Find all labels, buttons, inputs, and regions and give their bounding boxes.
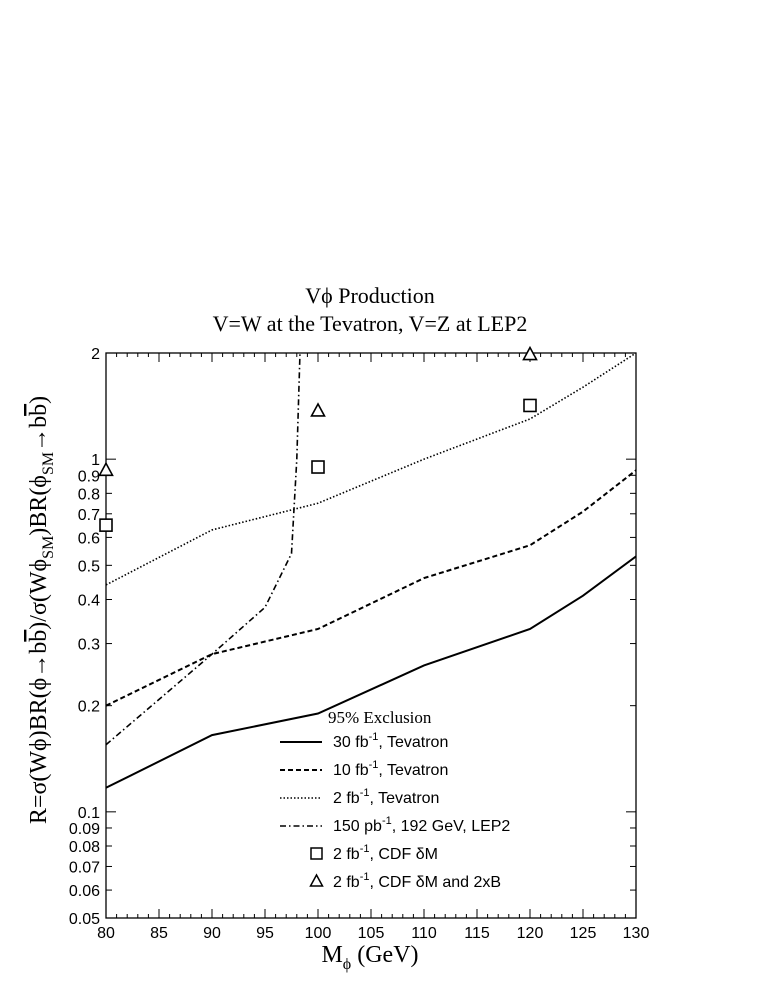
y-axis: 0.05 0.06 0.07 0.080.090.1 0.2 0.3 0.4 0.5 0.6 0.… — [69, 346, 636, 928]
x-tick-label: 85 — [150, 925, 168, 942]
x-tick-label: 100 — [305, 925, 332, 942]
x-tick-label: 105 — [358, 925, 385, 942]
x-tick-label: 115 — [464, 925, 490, 942]
y-tick-label: 0.5 — [78, 558, 100, 575]
legend-entry-label: 10 fb-1, Tevatron — [333, 759, 448, 779]
legend-entry-label: 2 fb-1, CDF δM and 2xB — [333, 871, 501, 891]
legend-entry-label: 150 pb-1, 192 GeV, LEP2 — [333, 815, 510, 835]
y-tick-label: 1 — [91, 452, 100, 469]
legend-entry-label: 2 fb-1, Tevatron — [333, 787, 439, 807]
chart-title: Vϕ Production — [305, 283, 435, 308]
marker-layer — [98, 345, 538, 532]
triangle-marker — [522, 345, 538, 361]
y-tick-label: 0.9 — [78, 468, 100, 485]
series-line-dotted — [106, 352, 636, 586]
y-tick-label: 0.6 — [78, 530, 100, 547]
y-tick-label: 2 — [91, 346, 100, 363]
y-axis-label: R=σ(Wϕ)BR(ϕ→bb)/σ(WϕSM)BR(ϕSM→bb) — [26, 396, 57, 824]
legend-triangle-marker — [309, 873, 324, 887]
x-axis: 80 85 90 95 100 105 110 115 120 125 130 — [97, 353, 649, 942]
square-marker — [523, 398, 537, 413]
y-tick-label: 0.1 — [78, 805, 100, 822]
x-tick-label: 130 — [623, 925, 650, 942]
legend: 95% Exclusion 30 fb-1, Tevatron 10 fb-1, … — [280, 708, 510, 891]
triangle-marker — [98, 461, 114, 477]
x-tick-label: 110 — [411, 925, 437, 942]
y-tick-label: 0.2 — [78, 699, 100, 716]
series-layer — [106, 352, 636, 789]
chart-subtitle: V=W at the Tevatron, V=Z at LEP2 — [213, 311, 528, 336]
y-tick-label: 0.7 — [78, 507, 100, 524]
x-tick-label: 95 — [256, 925, 274, 942]
series-line-solid — [106, 555, 636, 789]
y-tick-label: 0.06 — [69, 883, 100, 900]
y-tick-label: 0.8 — [78, 486, 100, 503]
series-line-dashed — [106, 469, 636, 707]
y-tick-label: 0.4 — [78, 593, 100, 610]
y-tick-label: 0.05 — [69, 911, 100, 928]
legend-entry-label: 2 fb-1, CDF δM — [333, 843, 438, 863]
y-tick-label: 0.07 — [69, 859, 100, 876]
y-tick-label: 0.09 — [69, 821, 100, 838]
square-marker — [311, 460, 325, 474]
series-line-dashdot — [106, 352, 301, 746]
legend-entry-label: 30 fb-1, Tevatron — [333, 731, 448, 751]
square-marker — [99, 518, 113, 532]
x-tick-label: 120 — [517, 925, 544, 942]
legend-title: 95% Exclusion — [328, 708, 432, 727]
triangle-marker — [310, 402, 326, 417]
y-tick-label: 0.3 — [78, 637, 100, 654]
x-axis-label: Mϕ (GeV) — [321, 942, 418, 973]
legend-square-marker — [310, 847, 323, 860]
x-tick-label: 90 — [203, 925, 221, 942]
x-tick-label: 80 — [97, 925, 115, 942]
y-tick-label: 0.08 — [69, 839, 100, 856]
x-tick-label: 125 — [570, 925, 597, 942]
